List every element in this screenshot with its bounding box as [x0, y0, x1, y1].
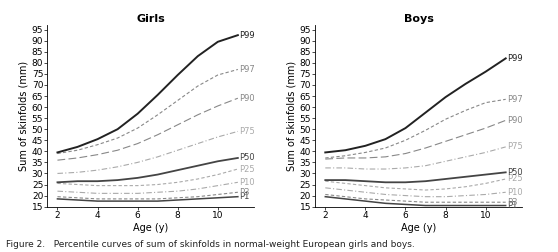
Text: P50: P50	[239, 153, 254, 163]
Text: P3: P3	[507, 198, 517, 207]
X-axis label: Age (y): Age (y)	[401, 223, 436, 233]
X-axis label: Age (y): Age (y)	[133, 223, 169, 233]
Text: P99: P99	[507, 54, 522, 63]
Text: P1: P1	[507, 201, 517, 210]
Text: P1: P1	[239, 192, 249, 201]
Text: P3: P3	[239, 188, 249, 197]
Text: P25: P25	[507, 174, 522, 183]
Title: Boys: Boys	[403, 14, 434, 24]
Text: P75: P75	[507, 142, 522, 151]
Text: Figure 2.   Percentile curves of sum of skinfolds in normal-weight European girl: Figure 2. Percentile curves of sum of sk…	[6, 240, 415, 249]
Y-axis label: Sum of skinfolds (mm): Sum of skinfolds (mm)	[287, 61, 297, 171]
Text: P90: P90	[507, 116, 522, 125]
Text: P25: P25	[239, 165, 254, 174]
Text: P97: P97	[507, 95, 522, 104]
Y-axis label: Sum of skinfolds (mm): Sum of skinfolds (mm)	[19, 61, 29, 171]
Text: P97: P97	[239, 65, 254, 74]
Text: P90: P90	[239, 94, 254, 103]
Text: P10: P10	[239, 178, 254, 187]
Text: P99: P99	[239, 31, 254, 40]
Text: P75: P75	[239, 127, 254, 136]
Text: P50: P50	[507, 168, 522, 177]
Title: Girls: Girls	[136, 14, 165, 24]
Text: P10: P10	[507, 188, 522, 197]
